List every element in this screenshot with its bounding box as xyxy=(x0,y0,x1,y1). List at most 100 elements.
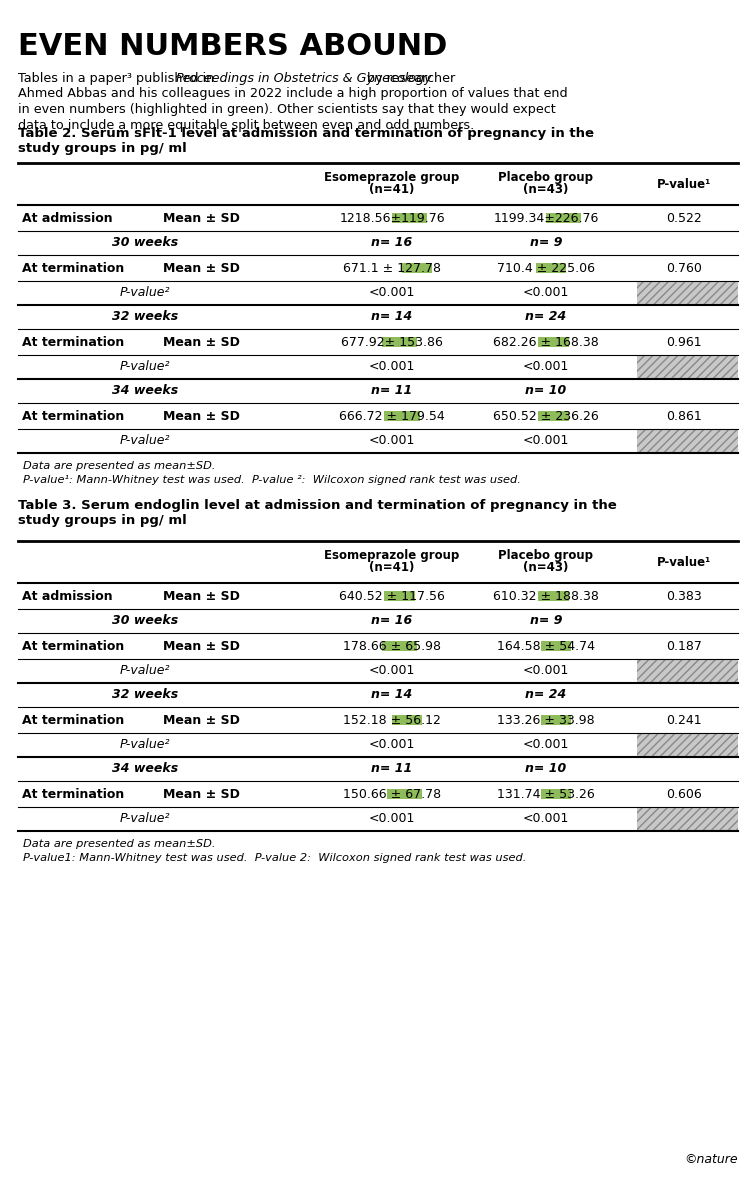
Bar xyxy=(382,641,418,650)
Text: 666.72 ± 179.54: 666.72 ± 179.54 xyxy=(339,409,445,422)
Text: Mean ± SD: Mean ± SD xyxy=(163,787,240,800)
Text: <0.001: <0.001 xyxy=(369,813,415,826)
Bar xyxy=(387,789,422,799)
Text: 650.52 ± 236.26: 650.52 ± 236.26 xyxy=(493,409,599,422)
Bar xyxy=(536,263,566,273)
Text: 0.522: 0.522 xyxy=(666,211,702,224)
Text: n= 14: n= 14 xyxy=(372,310,412,323)
Text: in even numbers (highlighted in green). Other scientists say that they would exp: in even numbers (highlighted in green). … xyxy=(18,103,556,116)
Text: P-value¹: Mann-Whitney test was used.  P-value ²:  Wilcoxon signed rank test was: P-value¹: Mann-Whitney test was used. P-… xyxy=(23,476,521,485)
Text: n= 9: n= 9 xyxy=(529,615,562,628)
Text: 34 weeks: 34 weeks xyxy=(112,762,178,775)
Text: 152.18 ± 56.12: 152.18 ± 56.12 xyxy=(343,714,441,727)
Text: (n=41): (n=41) xyxy=(369,562,415,575)
Text: 0.606: 0.606 xyxy=(666,787,702,800)
Text: by researcher: by researcher xyxy=(363,72,455,85)
Text: P-value²: P-value² xyxy=(119,434,170,447)
Text: 0.241: 0.241 xyxy=(666,714,702,727)
Text: <0.001: <0.001 xyxy=(523,664,569,677)
Text: 32 weeks: 32 weeks xyxy=(112,310,178,323)
Text: Mean ± SD: Mean ± SD xyxy=(163,211,240,224)
Text: (n=43): (n=43) xyxy=(523,184,569,197)
Text: <0.001: <0.001 xyxy=(369,739,415,752)
Text: n= 11: n= 11 xyxy=(372,762,412,775)
Text: P-value²: P-value² xyxy=(119,664,170,677)
Text: n= 10: n= 10 xyxy=(526,762,566,775)
Text: 30 weeks: 30 weeks xyxy=(112,615,178,628)
Bar xyxy=(541,789,572,799)
Text: n= 24: n= 24 xyxy=(526,688,566,701)
Text: P-value¹: P-value¹ xyxy=(657,556,711,569)
Text: 682.26 ± 168.38: 682.26 ± 168.38 xyxy=(493,335,599,348)
Text: Placebo group: Placebo group xyxy=(499,550,593,563)
Text: ©nature: ©nature xyxy=(684,1153,738,1166)
Text: 178.66 ± 65.98: 178.66 ± 65.98 xyxy=(343,640,441,653)
Text: Table 2. Serum sFlt-1 level at admission and termination of pregnancy in the
stu: Table 2. Serum sFlt-1 level at admission… xyxy=(18,127,594,155)
Text: 0.961: 0.961 xyxy=(666,335,702,348)
Bar xyxy=(637,281,738,304)
Text: n= 10: n= 10 xyxy=(526,385,566,398)
Bar xyxy=(538,337,569,347)
Text: 131.74 ± 53.26: 131.74 ± 53.26 xyxy=(497,787,595,800)
Text: 133.26 ± 33.98: 133.26 ± 33.98 xyxy=(497,714,595,727)
Text: 0.760: 0.760 xyxy=(666,262,702,275)
Text: Mean ± SD: Mean ± SD xyxy=(163,714,240,727)
Text: n= 16: n= 16 xyxy=(372,236,412,249)
Bar xyxy=(637,658,738,683)
Text: At admission: At admission xyxy=(22,590,113,603)
Text: 1218.56±119.76: 1218.56±119.76 xyxy=(339,211,445,224)
Text: Data are presented as mean±SD.: Data are presented as mean±SD. xyxy=(23,461,216,471)
Text: P-value²: P-value² xyxy=(119,739,170,752)
Text: 1199.34±226.76: 1199.34±226.76 xyxy=(493,211,599,224)
Text: P-value²: P-value² xyxy=(119,361,170,374)
Bar xyxy=(637,355,738,379)
Text: 710.4 ± 225.06: 710.4 ± 225.06 xyxy=(497,262,595,275)
Text: At termination: At termination xyxy=(22,409,124,422)
Text: 164.58 ± 54.74: 164.58 ± 54.74 xyxy=(497,640,595,653)
Text: 34 weeks: 34 weeks xyxy=(112,385,178,398)
Bar xyxy=(538,412,569,421)
Bar xyxy=(402,263,433,273)
Text: At termination: At termination xyxy=(22,262,124,275)
Bar xyxy=(541,641,572,650)
Text: Esomeprazole group: Esomeprazole group xyxy=(324,550,460,563)
Text: n= 9: n= 9 xyxy=(529,236,562,249)
Text: <0.001: <0.001 xyxy=(523,361,569,374)
Text: P-value²: P-value² xyxy=(119,287,170,300)
Text: At admission: At admission xyxy=(22,211,113,224)
Text: <0.001: <0.001 xyxy=(369,434,415,447)
Text: n= 14: n= 14 xyxy=(372,688,412,701)
Text: Esomeprazole group: Esomeprazole group xyxy=(324,171,460,184)
Text: 677.92± 153.86: 677.92± 153.86 xyxy=(341,335,443,348)
Text: 150.66 ± 67.78: 150.66 ± 67.78 xyxy=(343,787,441,800)
Bar xyxy=(392,214,427,223)
Bar xyxy=(392,715,422,725)
Text: Placebo group: Placebo group xyxy=(499,171,593,184)
Text: P-value¹: P-value¹ xyxy=(657,177,711,190)
Text: n= 24: n= 24 xyxy=(526,310,566,323)
Bar xyxy=(637,430,738,453)
Text: <0.001: <0.001 xyxy=(369,287,415,300)
Text: <0.001: <0.001 xyxy=(523,434,569,447)
Text: At termination: At termination xyxy=(22,714,124,727)
Text: 610.32 ± 188.38: 610.32 ± 188.38 xyxy=(493,590,599,603)
Text: At termination: At termination xyxy=(22,640,124,653)
Text: 30 weeks: 30 weeks xyxy=(112,236,178,249)
Text: P-value²: P-value² xyxy=(119,813,170,826)
Text: (n=41): (n=41) xyxy=(369,184,415,197)
Text: At termination: At termination xyxy=(22,335,124,348)
Text: At termination: At termination xyxy=(22,787,124,800)
Bar xyxy=(538,591,569,601)
Text: Data are presented as mean±SD.: Data are presented as mean±SD. xyxy=(23,839,216,848)
Text: 640.52 ± 117.56: 640.52 ± 117.56 xyxy=(339,590,445,603)
Text: 0.861: 0.861 xyxy=(666,409,702,422)
Bar xyxy=(637,807,738,831)
Text: Proceedings in Obstetrics & Gynecology: Proceedings in Obstetrics & Gynecology xyxy=(176,72,431,85)
Text: (n=43): (n=43) xyxy=(523,562,569,575)
Text: Ahmed Abbas and his colleagues in 2022 include a high proportion of values that : Ahmed Abbas and his colleagues in 2022 i… xyxy=(18,87,568,100)
Bar xyxy=(382,337,418,347)
Text: Mean ± SD: Mean ± SD xyxy=(163,640,240,653)
Text: <0.001: <0.001 xyxy=(523,287,569,300)
Text: <0.001: <0.001 xyxy=(523,813,569,826)
Text: <0.001: <0.001 xyxy=(369,361,415,374)
